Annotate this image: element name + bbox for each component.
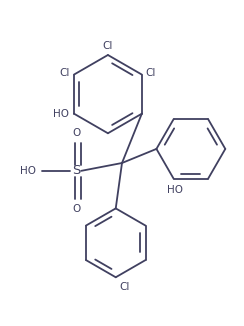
Text: O: O xyxy=(72,128,81,138)
Text: O: O xyxy=(72,204,81,214)
Text: HO: HO xyxy=(20,166,36,176)
Text: Cl: Cl xyxy=(146,68,156,78)
Text: Cl: Cl xyxy=(59,68,69,78)
Text: Cl: Cl xyxy=(103,41,113,51)
Text: Cl: Cl xyxy=(120,282,130,292)
Text: HO: HO xyxy=(53,109,69,119)
Text: S: S xyxy=(72,164,81,177)
Text: HO: HO xyxy=(167,185,183,195)
